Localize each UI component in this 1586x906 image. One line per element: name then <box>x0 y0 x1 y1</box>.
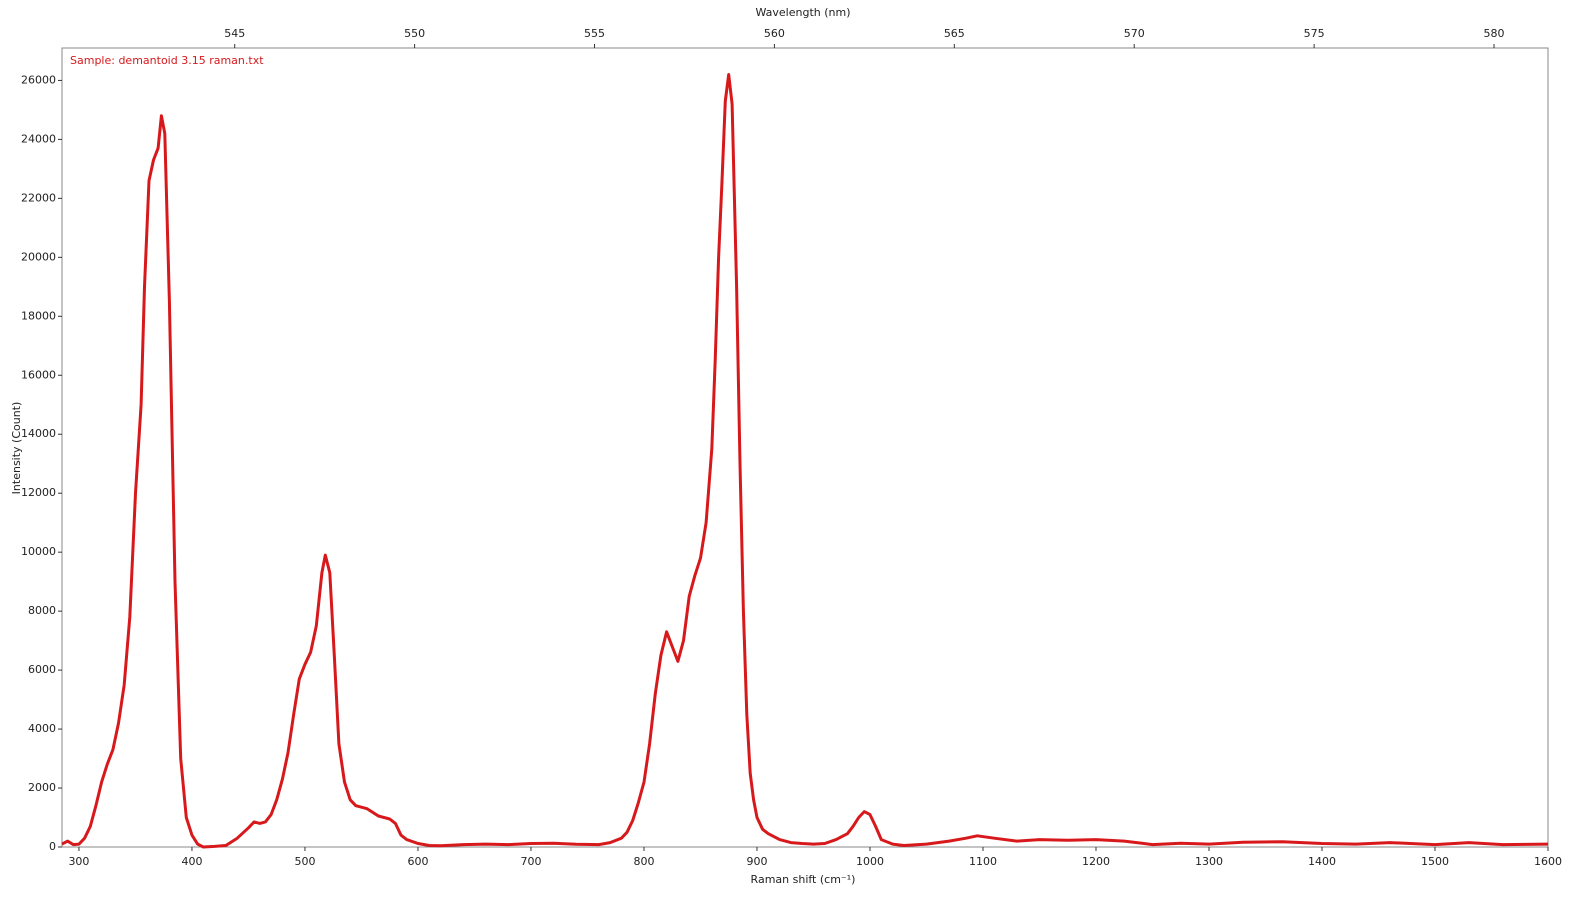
x-tick-label: 1300 <box>1195 855 1223 868</box>
x-tick-label: 700 <box>520 855 541 868</box>
x2-tick-label: 580 <box>1484 27 1505 40</box>
y-tick-label: 20000 <box>21 250 56 263</box>
y-tick-label: 24000 <box>21 132 56 145</box>
x2-axis-title: Wavelength (nm) <box>755 6 850 19</box>
x-tick-label: 1400 <box>1308 855 1336 868</box>
x-tick-label: 1100 <box>969 855 997 868</box>
x-tick-label: 1200 <box>1082 855 1110 868</box>
y-tick-label: 8000 <box>28 604 56 617</box>
x2-tick-label: 555 <box>584 27 605 40</box>
y-tick-label: 26000 <box>21 73 56 86</box>
y-tick-label: 18000 <box>21 309 56 322</box>
x-tick-label: 300 <box>68 855 89 868</box>
y-tick-label: 16000 <box>21 368 56 381</box>
plot-frame <box>61 47 1549 848</box>
x2-tick-label: 560 <box>764 27 785 40</box>
y-axis-title: Intensity (Count) <box>10 402 23 495</box>
x-tick-label: 1500 <box>1421 855 1449 868</box>
x-tick-label: 1000 <box>856 855 884 868</box>
x-tick-label: 400 <box>181 855 202 868</box>
annotation: Sample: demantoid 3.15 raman.txt <box>70 54 264 67</box>
x2-tick-label: 550 <box>404 27 425 40</box>
y-tick-label: 22000 <box>21 191 56 204</box>
y-tick-label: 14000 <box>21 427 56 440</box>
y-tick-label: 12000 <box>21 486 56 499</box>
x2-tick-label: 575 <box>1304 27 1325 40</box>
x2-tick-label: 570 <box>1124 27 1145 40</box>
y-tick-label: 0 <box>49 840 56 853</box>
x2-tick-label: 565 <box>944 27 965 40</box>
y-tick-label: 2000 <box>28 781 56 794</box>
x-tick-label: 800 <box>633 855 654 868</box>
y-tick-label: 10000 <box>21 545 56 558</box>
spectrum-line <box>61 73 1549 849</box>
x-tick-label: 600 <box>407 855 428 868</box>
y-tick-label: 6000 <box>28 663 56 676</box>
x-tick-label: 500 <box>294 855 315 868</box>
x-axis-title: Raman shift (cm⁻¹) <box>751 873 856 886</box>
x-tick-label: 900 <box>746 855 767 868</box>
y-tick-label: 4000 <box>28 722 56 735</box>
x-tick-label: 1600 <box>1534 855 1562 868</box>
x2-tick-label: 545 <box>224 27 245 40</box>
